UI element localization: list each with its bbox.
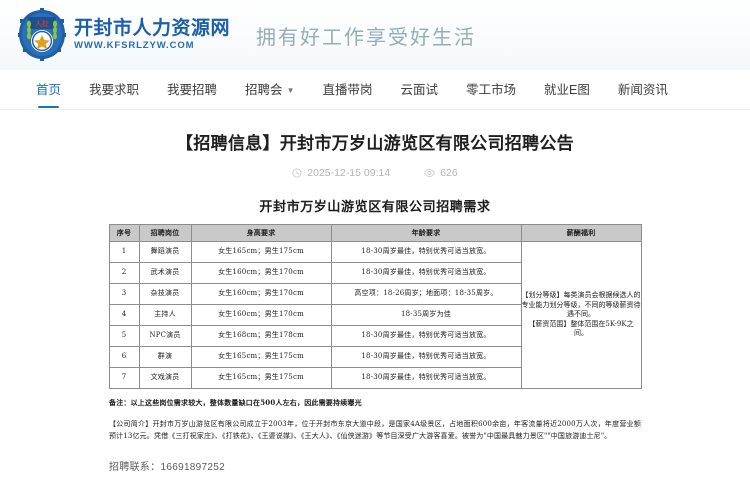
publish-date: 2025-12-15 09:14 xyxy=(292,167,390,179)
cell-position: 武术演员 xyxy=(138,261,192,284)
eye-icon xyxy=(424,168,435,178)
nav-label: 直播带岗 xyxy=(322,83,373,97)
site-slogan: 拥有好工作享受好生活 xyxy=(256,24,477,49)
cell-height: 女生168cm；男生178cm xyxy=(190,324,332,347)
cell-no: 7 xyxy=(108,366,140,389)
table-row: 7 文戏演员 女生165cm；男生175cm 18-30周岁最佳，特别优秀可适当… xyxy=(108,366,641,389)
column-header-no: 序号 xyxy=(108,223,140,242)
nav-item-gig-market[interactable]: 零工市场 xyxy=(466,79,516,100)
site-logo-text: 开封市人力资源网 WWW.KFSRLZYW.COM xyxy=(74,19,230,51)
table-note: 备注：以上这些岗位需求较大，整体数量缺口在500人左右，因此需要持续曝光 xyxy=(109,397,362,407)
nav-label: 零工市场 xyxy=(466,83,517,97)
view-count-text: 626 xyxy=(440,166,458,179)
cell-age: 18-30周岁最佳，特别优秀可适当放宽。 xyxy=(330,240,522,263)
cell-height: 女生165cm；男生175cm xyxy=(190,366,332,389)
nav-item-recruiting[interactable]: 我要招聘 xyxy=(167,79,217,100)
cell-pay-merged: 【划分等级】每类演员会根据候选人的专业能力划分等级，不同的等级薪资待遇不同。 【… xyxy=(520,240,642,389)
cell-no: 5 xyxy=(108,324,140,347)
main-navigation: 首页 我要求职 我要招聘 招聘会 ▼ 直播带岗 云面试 零工市场 就业E图 新闻资… xyxy=(0,70,750,110)
cell-height: 女生160cm；男生170cm xyxy=(190,261,332,284)
clock-icon xyxy=(292,168,302,178)
cell-age: 18-35周岁为佳 xyxy=(330,303,522,326)
site-logo-icon[interactable]: 人社 xyxy=(14,7,70,63)
contact-line: 招聘联系：16691897252 xyxy=(109,462,225,474)
table-row: 2 武术演员 女生160cm；男生170cm 18-30周岁最佳，特别优秀可适当… xyxy=(108,261,641,284)
cell-age: 18-30周岁最佳，特别优秀可适当放宽。 xyxy=(330,366,522,389)
cell-height: 女生165cm；男生175cm xyxy=(190,240,332,263)
cell-position: 群演 xyxy=(138,345,192,368)
nav-label: 我要求职 xyxy=(89,83,140,97)
nav-label: 就业E图 xyxy=(544,83,590,97)
cell-no: 1 xyxy=(108,240,140,263)
table-header-row: 序号 招聘岗位 身高要求 年龄要求 薪酬福利 xyxy=(108,223,642,242)
column-header-height: 身高要求 xyxy=(190,223,332,242)
cell-height: 女生160cm；男生170cm xyxy=(190,282,332,305)
site-header: 人社 xyxy=(0,0,750,70)
cell-no: 2 xyxy=(108,261,140,284)
article-container: 【招聘信息】开封市万岁山游览区有限公司招聘公告 2025-12-15 09:14 xyxy=(0,110,750,473)
cell-position: 文戏演员 xyxy=(138,366,192,389)
cell-age: 18-30周岁最佳，特别优秀可适当放宽。 xyxy=(330,345,522,368)
article-body: 开封市万岁山游览区有限公司招聘需求 序号 招聘岗位 身高要求 年龄要求 薪酬福利 xyxy=(40,196,710,474)
view-count: 626 xyxy=(424,167,458,179)
nav-item-job-seeking[interactable]: 我要求职 xyxy=(89,79,139,100)
nav-item-job-fair[interactable]: 招聘会 ▼ xyxy=(245,79,294,100)
company-introduction: 【公司简介】开封市万岁山游览区有限公司成立于2003年，位于开封市东京大道中段，… xyxy=(109,419,641,441)
chevron-down-icon: ▼ xyxy=(286,86,295,95)
page-title: 【招聘信息】开封市万岁山游览区有限公司招聘公告 xyxy=(176,134,574,153)
table-row: 1 舞蹈演员 女生165cm；男生175cm 18-30周岁最佳，特别优秀可适当… xyxy=(108,240,642,389)
cell-age: 高空项：18-26周岁；地面项：18-35周岁。 xyxy=(330,282,522,305)
cell-position: 主持人 xyxy=(138,303,192,326)
column-header-position: 招聘岗位 xyxy=(138,223,192,242)
cell-height: 女生160cm；男生170cm xyxy=(190,303,332,326)
nav-label: 我要招聘 xyxy=(167,83,218,97)
site-name: 开封市人力资源网 xyxy=(74,18,231,40)
nav-label: 招聘会 xyxy=(245,83,283,97)
table-row: 6 群演 女生165cm；男生175cm 18-30周岁最佳，特别优秀可适当放宽… xyxy=(108,345,641,368)
recruitment-requirements-table: 序号 招聘岗位 身高要求 年龄要求 薪酬福利 1 舞蹈演员 女生165cm；男生… xyxy=(108,223,642,389)
cell-height: 女生165cm；男生175cm xyxy=(190,345,332,368)
nav-label: 云面试 xyxy=(400,83,439,97)
requirements-title: 开封市万岁山游览区有限公司招聘需求 xyxy=(259,199,491,215)
nav-item-employment-map[interactable]: 就业E图 xyxy=(544,79,590,100)
nav-label: 首页 xyxy=(36,83,62,97)
nav-label: 新闻资讯 xyxy=(617,83,668,97)
cell-position: 舞蹈演员 xyxy=(138,240,192,263)
nav-item-home[interactable]: 首页 xyxy=(36,79,62,108)
site-url: WWW.KFSRLZYW.COM xyxy=(74,40,195,52)
cell-no: 4 xyxy=(108,303,140,326)
column-header-pay: 薪酬福利 xyxy=(520,223,642,242)
cell-position: NPC演员 xyxy=(138,324,192,347)
cell-no: 3 xyxy=(108,282,140,305)
article-meta: 2025-12-15 09:14 626 xyxy=(40,167,710,179)
cell-position: 杂技演员 xyxy=(138,282,192,305)
cell-age: 18-30周岁最佳，特别优秀可适当放宽。 xyxy=(330,324,522,347)
publish-date-text: 2025-12-15 09:14 xyxy=(307,166,391,179)
table-row: 4 主持人 女生160cm；男生170cm 18-35周岁为佳 xyxy=(108,303,641,326)
nav-item-live-jobs[interactable]: 直播带岗 xyxy=(322,79,372,100)
cell-age: 18-30周岁最佳，特别优秀可适当放宽。 xyxy=(330,261,522,284)
svg-text:人社: 人社 xyxy=(35,19,49,28)
nav-item-cloud-interview[interactable]: 云面试 xyxy=(401,79,439,100)
cell-no: 6 xyxy=(108,345,140,368)
table-row: 3 杂技演员 女生160cm；男生170cm 高空项：18-26周岁；地面项：1… xyxy=(108,282,641,305)
column-header-age: 年龄要求 xyxy=(330,223,522,242)
nav-item-news[interactable]: 新闻资讯 xyxy=(618,79,668,100)
